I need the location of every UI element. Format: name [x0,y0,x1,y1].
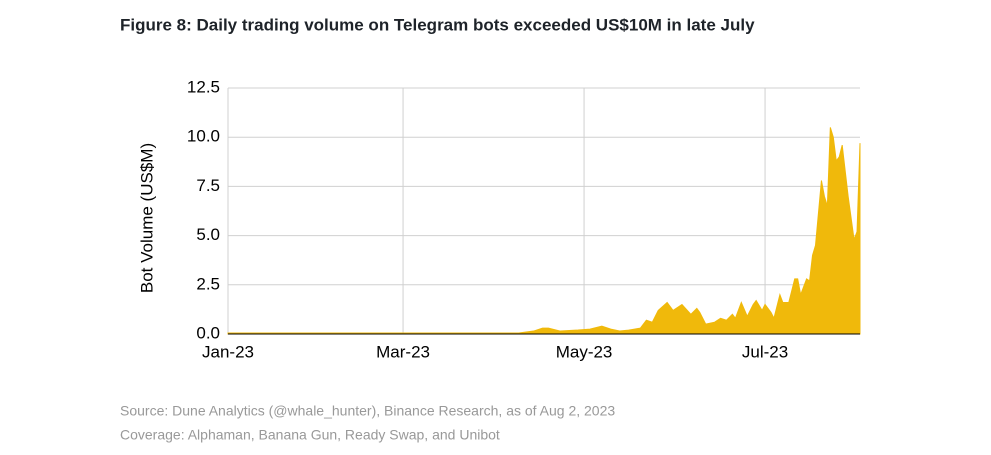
x-tick-label: May-23 [556,342,613,361]
x-tick-label: Jan-23 [202,342,254,361]
y-tick-label: 2.5 [196,274,220,293]
source-note: Source: Dune Analytics (@whale_hunter), … [120,403,615,419]
y-tick-label: 12.5 [187,77,220,96]
y-tick-label: 0.0 [196,323,220,342]
x-tick-label: Mar-23 [376,342,430,361]
y-tick-label: 10.0 [187,127,220,146]
y-axis-label: Bot Volume (US$M) [137,143,156,293]
x-tick-label: Jul-23 [742,342,788,361]
area [227,127,861,335]
y-tick-label: 5.0 [196,225,220,244]
chart-title: Figure 8: Daily trading volume on Telegr… [120,15,755,34]
coverage-note: Coverage: Alphaman, Banana Gun, Ready Sw… [120,427,500,443]
y-tick-label: 7.5 [196,176,220,195]
